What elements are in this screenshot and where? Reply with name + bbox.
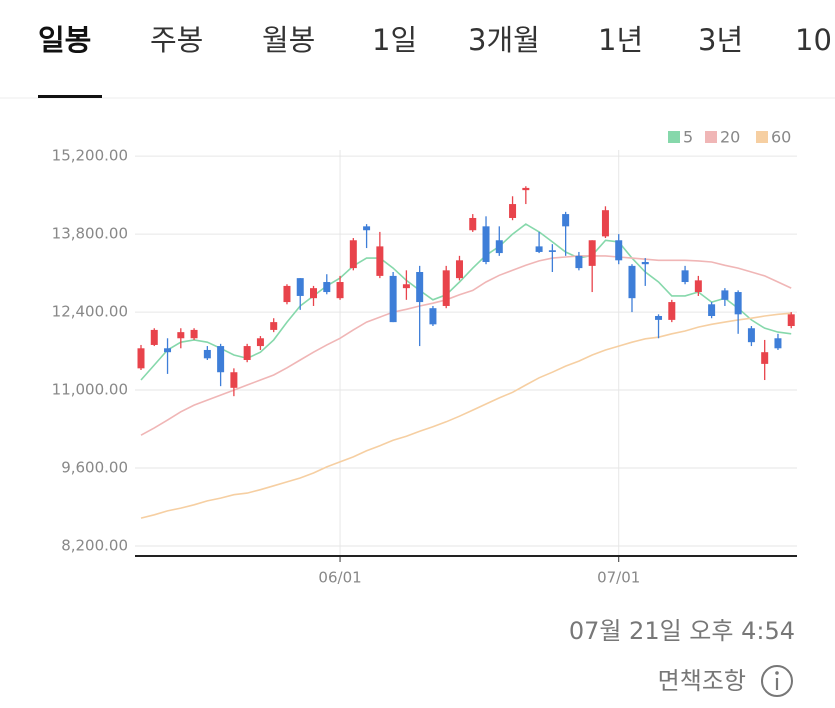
legend-label: 60 (771, 128, 791, 147)
candle-body (363, 226, 371, 231)
y-tick-label: 8,200.00 (61, 536, 128, 554)
candle-body (164, 348, 172, 353)
tab[interactable]: 주봉 (150, 23, 203, 57)
candle-body (270, 322, 278, 330)
candle-body (694, 280, 702, 293)
candle-body (389, 275, 397, 323)
candle-body (323, 282, 331, 293)
tab-bar: 일봉 주봉 월봉 1일 3개월 1년 3년 10 (38, 23, 832, 57)
tab[interactable]: 1일 (372, 23, 417, 57)
candle-body (495, 240, 503, 254)
candle-body (509, 204, 517, 218)
candle-body (469, 217, 477, 231)
candle-body (283, 285, 291, 303)
legend-label: 20 (720, 128, 740, 147)
x-tick-label: 06/01 (318, 569, 361, 587)
candle-body (416, 272, 424, 303)
legend-swatch (705, 131, 717, 143)
candle-body (535, 246, 543, 252)
candle-body (721, 290, 729, 300)
tab[interactable]: 1년 (598, 23, 643, 57)
y-tick-label: 11,000.00 (52, 381, 128, 399)
x-tick-label: 07/01 (597, 569, 640, 587)
candle-body (376, 246, 384, 276)
timestamp: 07월 21일 오후 4:54 (569, 617, 795, 645)
candle-body (150, 329, 158, 345)
y-tick-label: 9,600.00 (61, 459, 128, 477)
tab[interactable]: 월봉 (262, 23, 315, 57)
y-tick-label: 15,200.00 (52, 147, 128, 165)
legend-swatch (756, 131, 768, 143)
candle-body (190, 329, 198, 339)
candle-body (787, 314, 795, 327)
candle-body (217, 346, 225, 373)
candle-body (243, 346, 251, 360)
moving-average-line (140, 223, 792, 381)
candle-body (628, 265, 636, 299)
candle-body (774, 338, 782, 349)
candle-body (668, 302, 676, 320)
candle-body (548, 250, 556, 252)
tab[interactable]: 3개월 (468, 23, 540, 57)
candle-body (522, 187, 530, 191)
candle-body (575, 255, 583, 269)
candle-body (681, 270, 689, 283)
tab-indicator (38, 95, 102, 98)
candle-body (429, 308, 437, 325)
candle-body (655, 315, 663, 320)
disclaimer-link[interactable]: 면책조항 (658, 667, 746, 695)
chart: 8,200.00 9,600.00 11,000.00 12,400.00 13,800… (52, 128, 797, 587)
candle-body (177, 332, 185, 339)
tab[interactable]: 10 (795, 23, 832, 57)
candle-body (230, 372, 238, 388)
y-tick-label: 12,400.00 (52, 303, 128, 321)
candle-body (402, 284, 410, 289)
candle-body (641, 261, 649, 265)
candle-body (588, 240, 596, 266)
candle-body (256, 338, 264, 347)
info-icon[interactable] (761, 665, 793, 697)
candle-body (349, 240, 357, 269)
candle-body (296, 278, 304, 296)
tab[interactable]: 일봉 (38, 23, 91, 57)
tab[interactable]: 3년 (698, 23, 743, 57)
candle-body (336, 282, 344, 299)
candle-body (708, 304, 716, 316)
candle-body (734, 292, 742, 315)
moving-average-line (140, 312, 792, 519)
candle-body (562, 214, 570, 227)
candle-body (310, 288, 318, 299)
candle-body (761, 352, 769, 364)
candle-body (747, 328, 755, 343)
y-tick-label: 13,800.00 (52, 225, 128, 243)
candle-body (203, 349, 211, 359)
candle-body (455, 260, 463, 279)
legend-label: 5 (683, 128, 693, 147)
candle-body (615, 240, 623, 261)
moving-average-line (140, 255, 792, 436)
candle-body (482, 226, 490, 262)
candle-body (137, 348, 145, 369)
candle-body (442, 270, 450, 306)
candle-body (601, 210, 609, 237)
legend-swatch (668, 131, 680, 143)
